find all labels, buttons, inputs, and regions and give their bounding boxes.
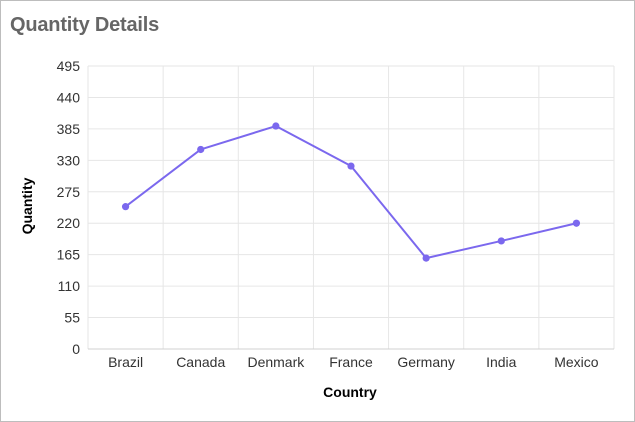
y-tick-label: 495 [57, 58, 81, 74]
y-tick-label: 110 [58, 278, 81, 294]
y-tick-label: 165 [57, 247, 81, 263]
y-axis-ticks: 0 55 110 165 220 275 330 385 440 495 [57, 58, 81, 357]
x-tick-label: France [329, 354, 373, 370]
x-axis-title: Country [323, 384, 377, 400]
data-point [572, 219, 581, 227]
data-point [422, 254, 430, 262]
x-tick-label: India [486, 354, 517, 370]
x-tick-label: Canada [176, 354, 225, 370]
x-tick-label: Mexico [554, 354, 599, 370]
x-tick-label: Brazil [108, 354, 143, 370]
y-tick-label: 55 [64, 310, 80, 326]
x-axis-ticks: Brazil Canada Denmark France Germany India Mex… [108, 354, 599, 370]
panel-title: Quantity Details [10, 14, 160, 36]
y-tick-label: 330 [57, 152, 81, 168]
x-tick-label: Denmark [247, 354, 305, 370]
x-tick-label: Germany [397, 354, 455, 370]
y-tick-label: 220 [57, 215, 81, 231]
series-layer [121, 122, 581, 262]
data-point [121, 203, 130, 211]
y-tick-label: 440 [57, 89, 81, 105]
y-tick-label: 0 [72, 341, 80, 357]
data-point [197, 145, 205, 154]
data-point [497, 237, 505, 245]
y-tick-label: 385 [57, 121, 81, 137]
grid-lines [87, 65, 615, 350]
y-axis-title: Quantity [19, 177, 35, 234]
data-point [272, 122, 280, 130]
data-point [347, 162, 355, 170]
y-tick-label: 275 [57, 184, 81, 200]
